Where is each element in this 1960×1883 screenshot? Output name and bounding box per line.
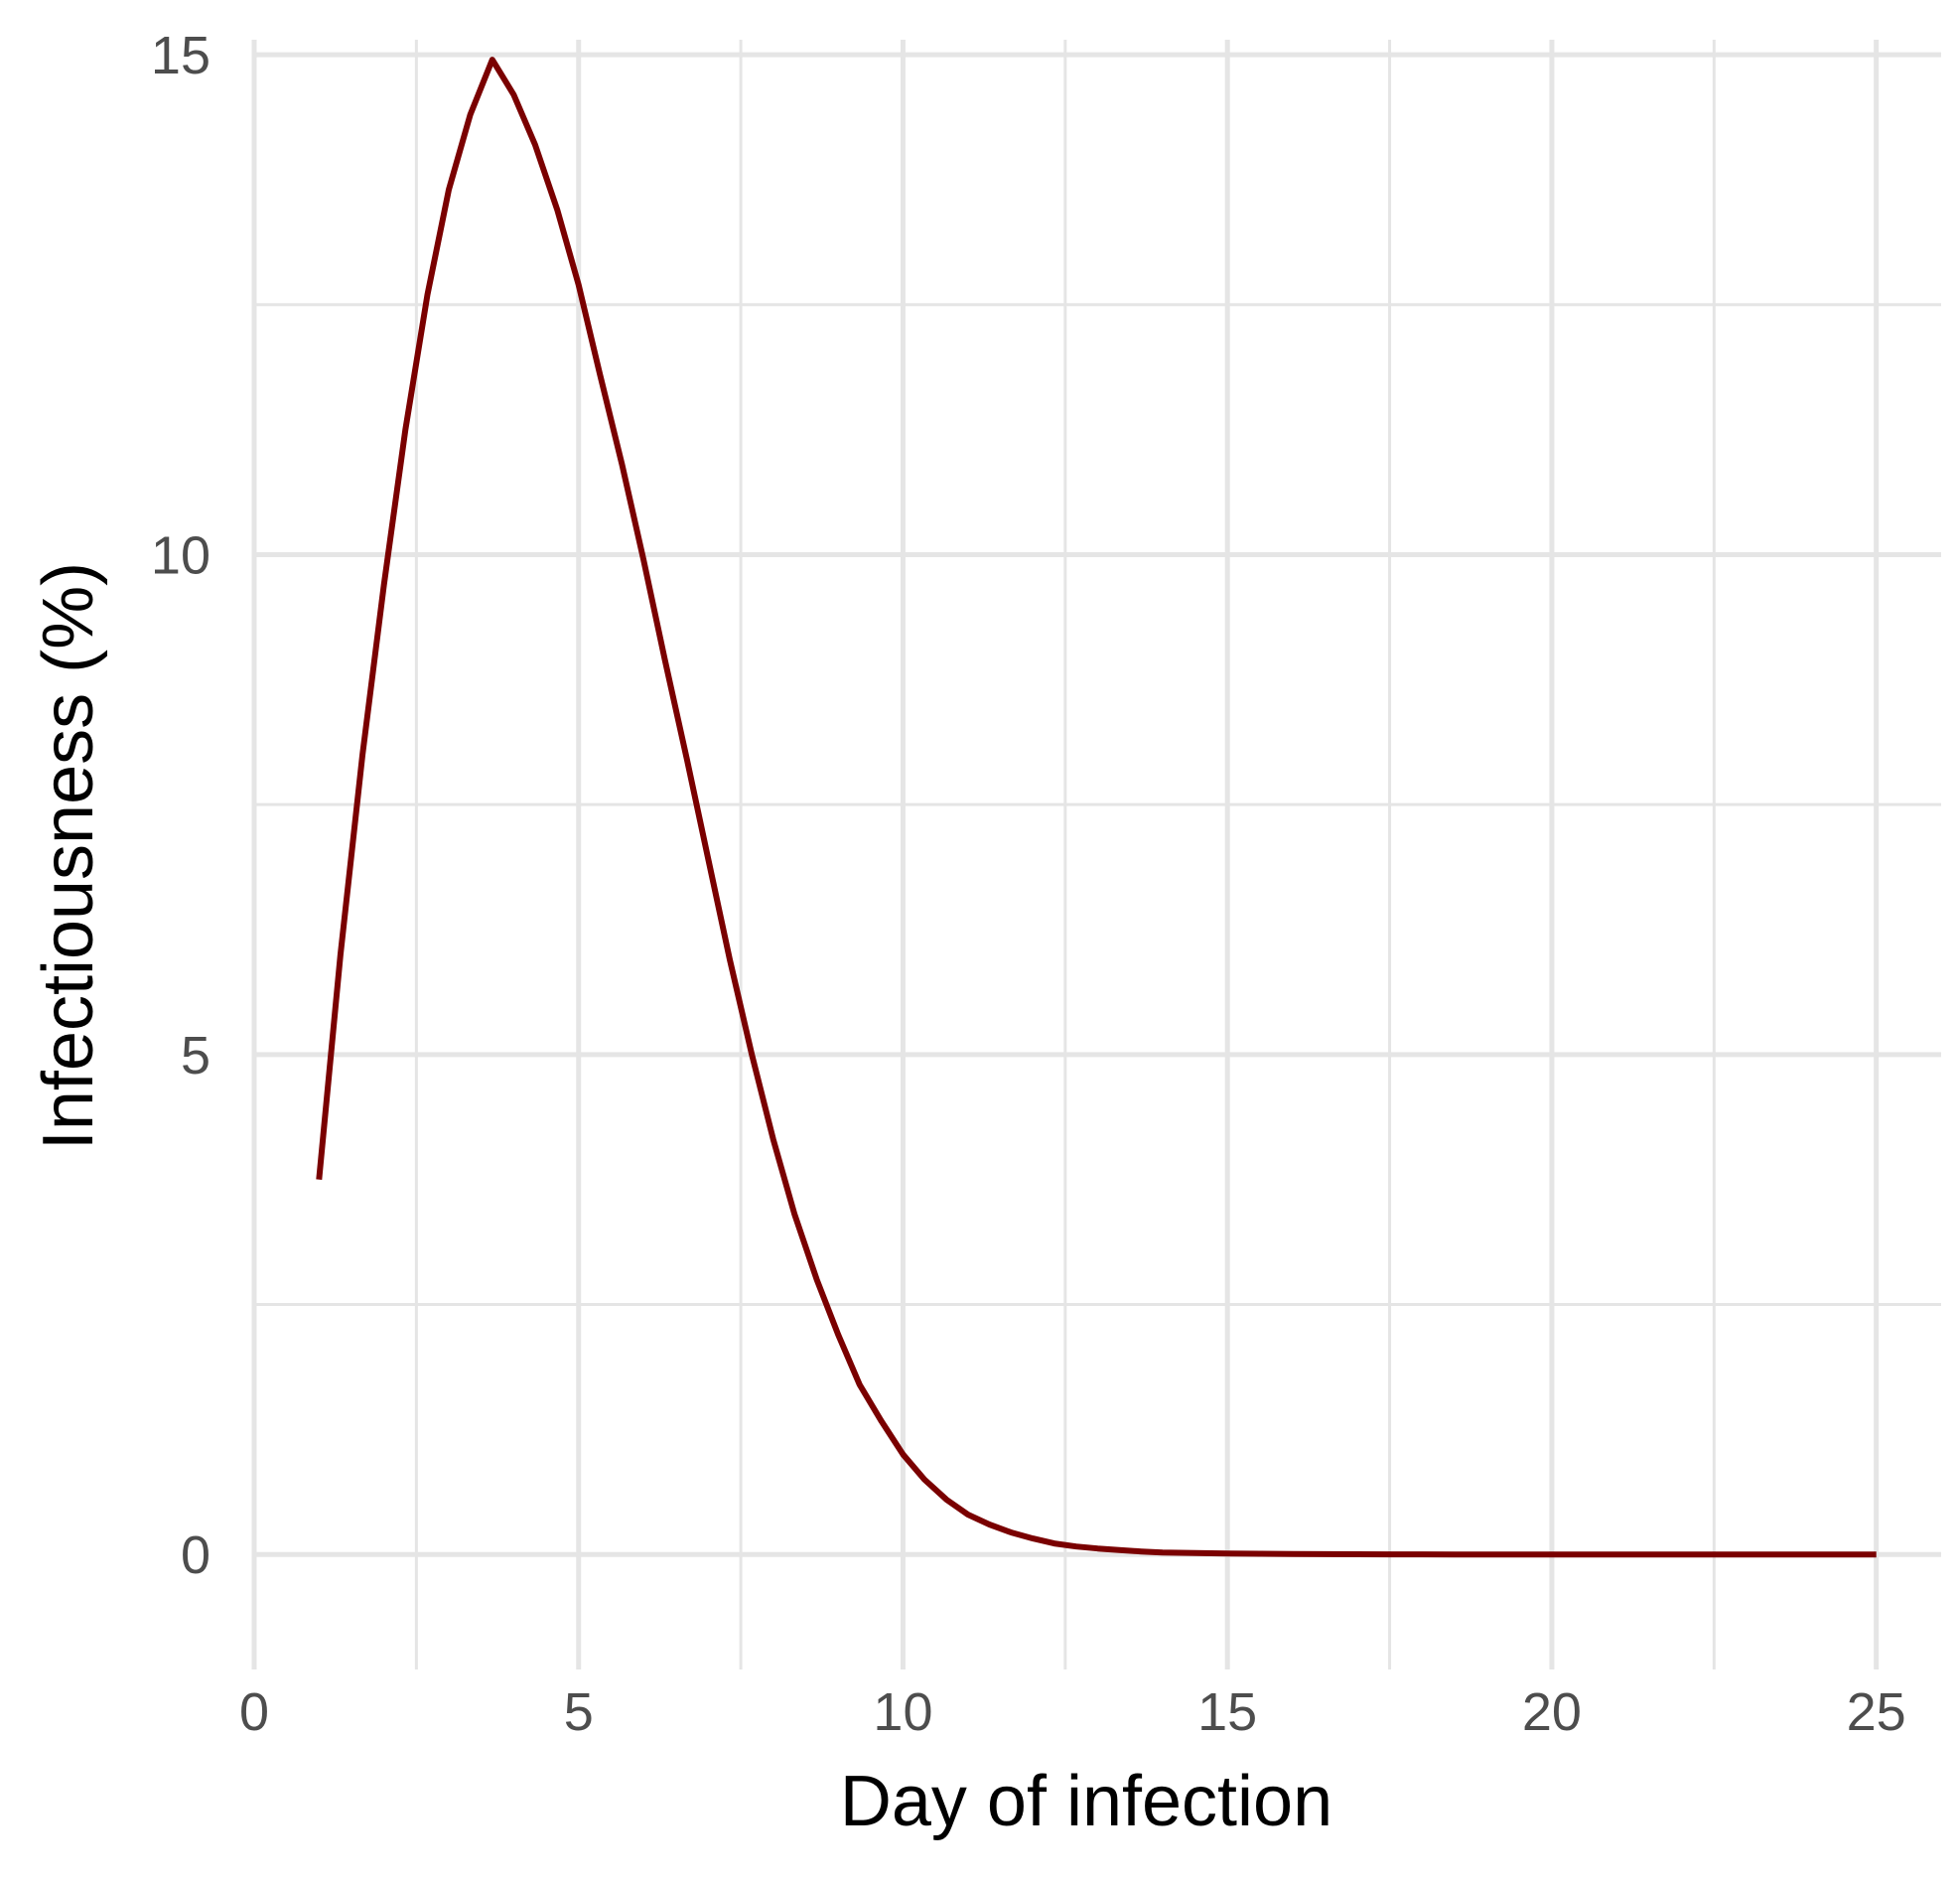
x-axis-ticks: 0 5 10 15 20 25	[239, 1682, 1906, 1742]
x-tick-label: 5	[564, 1682, 594, 1742]
x-tick-label: 10	[873, 1682, 932, 1742]
series-layer	[316, 57, 1877, 1558]
x-axis-title: Day of infection	[840, 1762, 1332, 1841]
x-tick-label: 15	[1197, 1682, 1257, 1742]
y-tick-label: 15	[151, 26, 210, 85]
series-line	[316, 57, 1877, 1558]
y-axis-ticks: 0 5 10 15	[151, 26, 210, 1585]
x-tick-label: 0	[239, 1682, 269, 1742]
y-tick-label: 0	[181, 1525, 210, 1585]
y-axis-title: Infectiousness (%)	[29, 562, 108, 1150]
x-tick-label: 25	[1847, 1682, 1906, 1742]
y-tick-label: 10	[151, 525, 210, 585]
grid-lines	[251, 40, 1941, 1669]
y-tick-label: 5	[181, 1026, 210, 1086]
x-tick-label: 20	[1522, 1682, 1582, 1742]
